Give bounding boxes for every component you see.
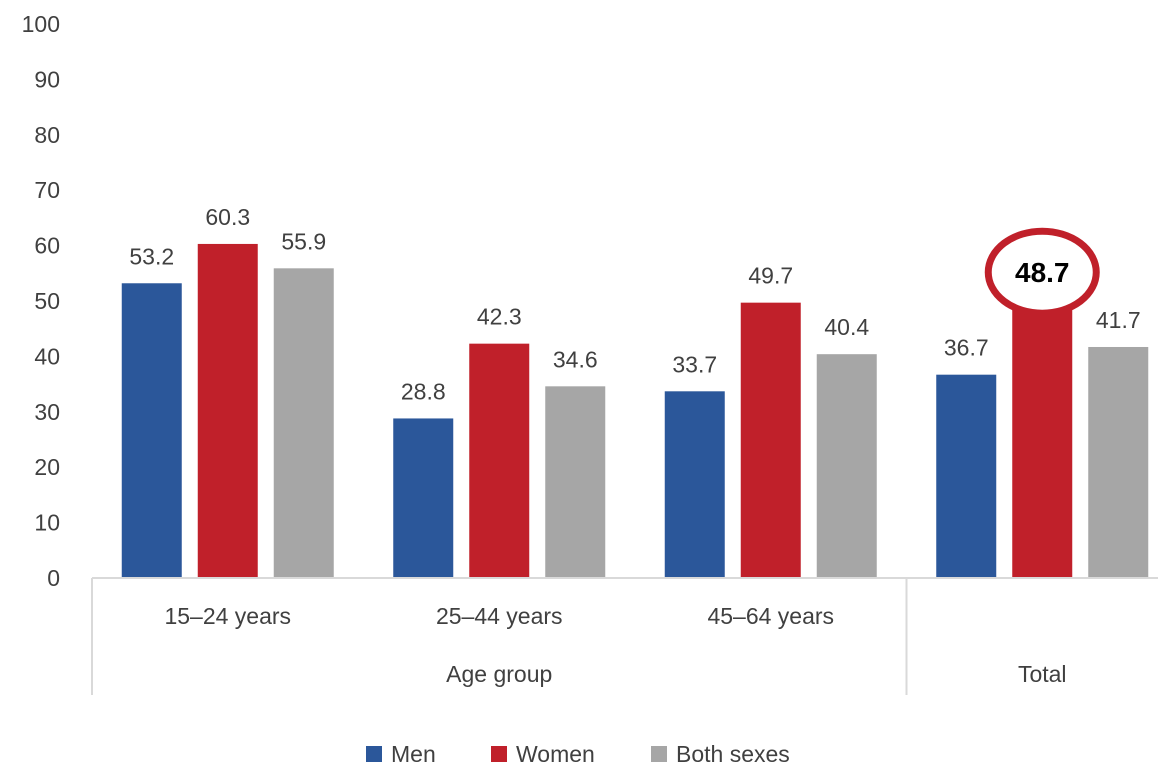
- y-tick-label: 30: [34, 399, 60, 425]
- value-label: 34.6: [553, 346, 598, 372]
- bar-men: [393, 418, 454, 578]
- legend-label: Men: [391, 741, 436, 767]
- bar-both-sexes: [1088, 346, 1149, 578]
- bar-both-sexes: [816, 354, 877, 578]
- y-tick-label: 20: [34, 454, 60, 480]
- y-tick-label: 40: [34, 343, 60, 369]
- bar-both-sexes: [273, 268, 334, 578]
- legend-swatch: [366, 746, 382, 762]
- y-tick-label: 70: [34, 177, 60, 203]
- value-label: 28.8: [401, 378, 446, 404]
- value-label: 53.2: [129, 243, 174, 269]
- category-label: 25–44 years: [436, 603, 563, 629]
- value-label: 33.7: [672, 351, 717, 377]
- legend-label: Women: [516, 741, 595, 767]
- y-tick-label: 100: [22, 11, 60, 37]
- value-label: 60.3: [205, 204, 250, 230]
- value-label: 42.3: [477, 304, 522, 330]
- legend-swatch: [651, 746, 667, 762]
- value-label: 40.4: [824, 314, 869, 340]
- highlight-circle: [984, 227, 1100, 317]
- y-axis-ticks: 0 10 20 30 40 50 60 70 80 90 100: [22, 11, 60, 591]
- bar-women: [469, 343, 530, 578]
- value-labels: 53.2 60.3 55.9 28.8 42.3 34.6 33.7 49.7 40.4 36.7…: [129, 204, 1140, 405]
- bar-men: [664, 391, 725, 578]
- category-label: 45–64 years: [707, 603, 834, 629]
- x-axis: 15–24 years 25–44 years 45–64 years Age gro…: [91, 577, 1158, 695]
- bar-women: [740, 302, 801, 578]
- y-tick-label: 80: [34, 122, 60, 148]
- legend: Men Women Both sexes: [366, 741, 790, 767]
- value-label: 41.7: [1096, 307, 1141, 333]
- y-tick-label: 10: [34, 510, 60, 536]
- bar-women: [197, 243, 258, 579]
- bar-men: [121, 283, 182, 578]
- bar-both-sexes: [545, 386, 606, 578]
- category-group-label: Total: [1018, 661, 1067, 687]
- value-label: 36.7: [944, 335, 989, 361]
- category-label: 15–24 years: [164, 603, 291, 629]
- y-tick-label: 60: [34, 233, 60, 259]
- legend-swatch: [491, 746, 507, 762]
- y-tick-label: 0: [47, 565, 60, 591]
- value-label: 55.9: [281, 228, 326, 254]
- value-label-highlighted: 48.7: [1015, 257, 1070, 288]
- category-group-label: Age group: [446, 661, 552, 687]
- y-tick-label: 50: [34, 288, 60, 314]
- bars: [121, 243, 1149, 579]
- y-tick-label: 90: [34, 66, 60, 92]
- bar-men: [936, 374, 997, 578]
- legend-label: Both sexes: [676, 741, 790, 767]
- value-label: 49.7: [748, 263, 793, 289]
- bar-women: [1012, 308, 1073, 578]
